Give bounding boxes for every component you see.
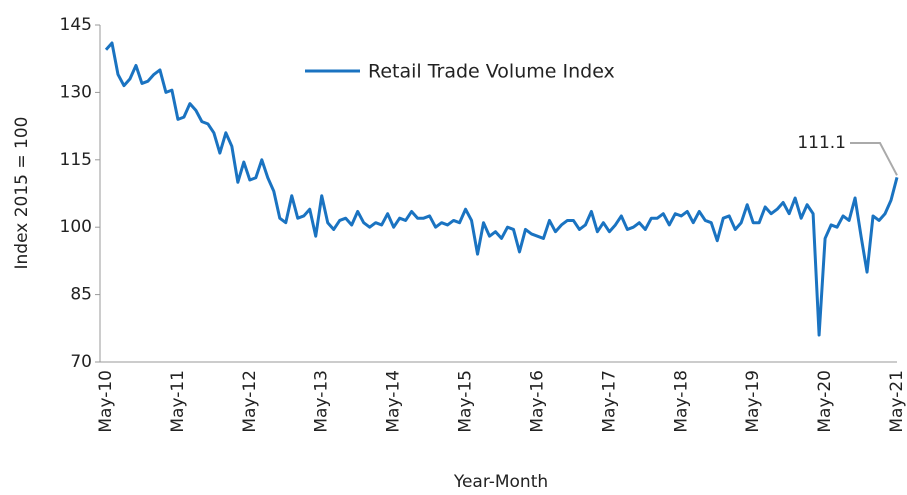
data-line [104, 41, 899, 337]
y-tick-label: 130 [60, 82, 92, 102]
y-tick-label: 70 [70, 352, 92, 372]
y-axis-label: Index 2015 = 100 [12, 117, 32, 270]
x-tick-label: May-18 [671, 370, 691, 433]
x-tick-label: May-10 [96, 370, 116, 433]
y-tick-label: 115 [60, 150, 92, 170]
annotation: 111.1 [797, 133, 846, 153]
x-tick-label: May-13 [312, 370, 332, 433]
y-tick-label: 100 [60, 217, 92, 237]
x-axis-label: Year-Month [453, 472, 548, 492]
annotation-leader [850, 142, 898, 176]
x-tick-label: May-21 [887, 370, 907, 433]
x-tick-label: May-15 [456, 370, 476, 433]
x-tick-label: May-17 [599, 370, 619, 433]
x-tick-label: May-11 [168, 370, 188, 433]
x-tick-label: May-19 [743, 370, 763, 433]
x-tick-label: May-12 [240, 370, 260, 433]
y-tick-label: 145 [60, 15, 92, 35]
x-tick-label: May-16 [527, 370, 547, 433]
y-tick-label: 85 [70, 285, 92, 305]
x-tick-label: May-14 [384, 370, 404, 433]
legend-label: Retail Trade Volume Index [368, 61, 615, 83]
x-tick-label: May-20 [815, 370, 835, 433]
